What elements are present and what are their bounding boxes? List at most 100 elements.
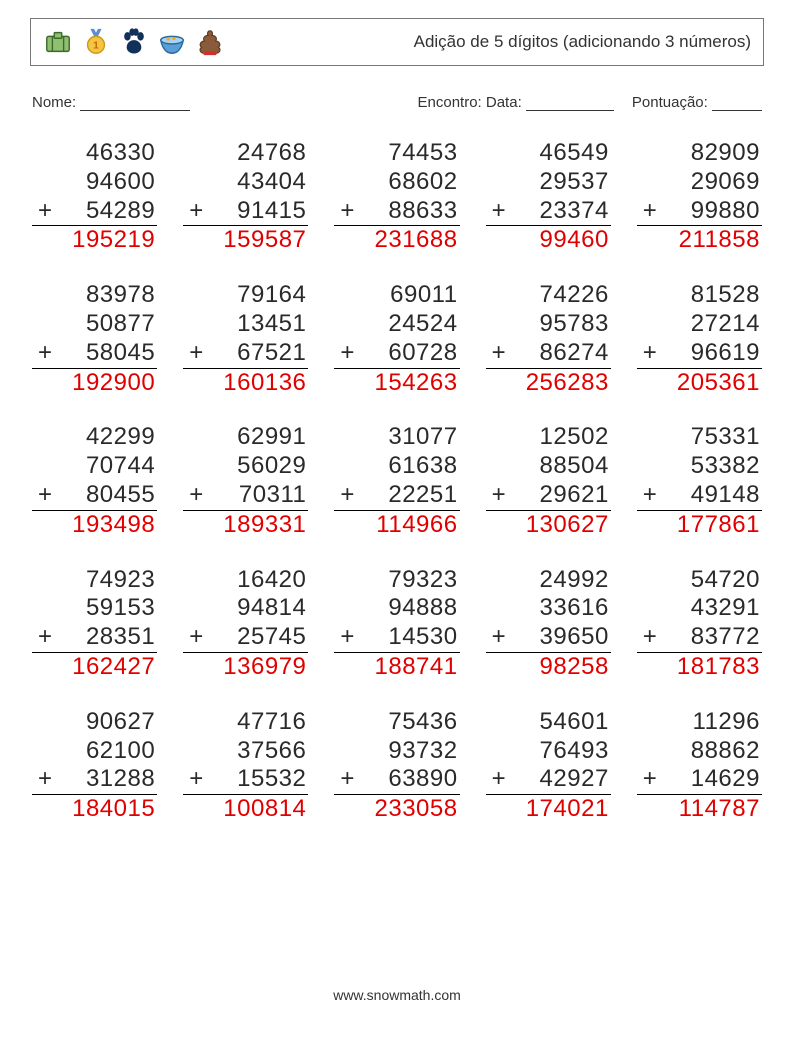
plus-sign: + xyxy=(340,481,355,510)
addend-1: 79164 xyxy=(183,281,308,310)
addend-3: 96619 xyxy=(691,339,760,368)
addend-3: 31288 xyxy=(86,765,155,794)
addend-1: 54720 xyxy=(637,566,762,595)
plus-sign: + xyxy=(643,765,658,794)
addend-3-row: +25745 xyxy=(183,623,308,653)
answer: 100814 xyxy=(183,795,308,824)
addend-1: 69011 xyxy=(334,281,459,310)
problem: 7916413451+67521160136 xyxy=(183,281,308,397)
addend-3-row: +67521 xyxy=(183,339,308,369)
plus-sign: + xyxy=(189,623,204,652)
addend-1: 54601 xyxy=(486,708,611,737)
addend-2: 94814 xyxy=(183,594,308,623)
addend-3: 58045 xyxy=(86,339,155,368)
answer: 174021 xyxy=(486,795,611,824)
addend-3-row: +96619 xyxy=(637,339,762,369)
problem: 7533153382+49148177861 xyxy=(637,423,762,539)
addend-2: 76493 xyxy=(486,737,611,766)
addend-2: 94888 xyxy=(334,594,459,623)
answer: 188741 xyxy=(334,653,459,682)
answer: 193498 xyxy=(32,511,157,540)
score-label: Pontuação: xyxy=(632,94,708,111)
addend-2: 61638 xyxy=(334,452,459,481)
addend-3: 22251 xyxy=(388,481,457,510)
addend-1: 24768 xyxy=(183,139,308,168)
addend-1: 81528 xyxy=(637,281,762,310)
addend-3: 28351 xyxy=(86,623,155,652)
addend-3: 70311 xyxy=(239,481,306,510)
addend-1: 75436 xyxy=(334,708,459,737)
addend-3-row: +39650 xyxy=(486,623,611,653)
answer: 177861 xyxy=(637,511,762,540)
plus-sign: + xyxy=(38,339,53,368)
plus-sign: + xyxy=(643,197,658,226)
addend-3: 60728 xyxy=(388,339,457,368)
problem: 1642094814+25745136979 xyxy=(183,566,308,682)
addend-1: 83978 xyxy=(32,281,157,310)
addend-1: 90627 xyxy=(32,708,157,737)
answer: 114966 xyxy=(334,511,459,540)
addend-3: 88633 xyxy=(388,197,457,226)
encounter-label: Encontro: Data: xyxy=(418,94,522,111)
problem: 9062762100+31288184015 xyxy=(32,708,157,824)
addend-3: 42927 xyxy=(540,765,609,794)
addend-3-row: +49148 xyxy=(637,481,762,511)
addend-2: 27214 xyxy=(637,310,762,339)
addend-1: 47716 xyxy=(183,708,308,737)
addend-2: 50877 xyxy=(32,310,157,339)
encounter-blank xyxy=(526,95,614,111)
addend-3: 29621 xyxy=(540,481,609,510)
answer: 211858 xyxy=(637,226,762,255)
problem: 1250288504+29621130627 xyxy=(486,423,611,539)
plus-sign: + xyxy=(189,197,204,226)
problem: 7422695783+86274256283 xyxy=(486,281,611,397)
answer: 189331 xyxy=(183,511,308,540)
addend-2: 56029 xyxy=(183,452,308,481)
plus-sign: + xyxy=(492,765,507,794)
plus-sign: + xyxy=(643,339,658,368)
meta-row: Nome: Encontro: Data: Pontuação: xyxy=(32,94,762,111)
addend-3-row: +23374 xyxy=(486,197,611,227)
addend-3-row: +91415 xyxy=(183,197,308,227)
addend-2: 29069 xyxy=(637,168,762,197)
plus-sign: + xyxy=(340,623,355,652)
addend-3: 54289 xyxy=(86,197,155,226)
plus-sign: + xyxy=(492,197,507,226)
answer: 154263 xyxy=(334,369,459,398)
addend-1: 74226 xyxy=(486,281,611,310)
plus-sign: + xyxy=(643,623,658,652)
addend-2: 33616 xyxy=(486,594,611,623)
header-box: 1 Adição de 5 dígitos (adicionando 3 núm… xyxy=(30,18,764,66)
addend-2: 24524 xyxy=(334,310,459,339)
answer: 130627 xyxy=(486,511,611,540)
addend-3-row: +63890 xyxy=(334,765,459,795)
footer: www.snowmath.com xyxy=(0,987,794,1003)
problem: 3107761638+22251114966 xyxy=(334,423,459,539)
answer: 256283 xyxy=(486,369,611,398)
footer-text: www.snowmath.com xyxy=(333,987,461,1003)
addend-1: 79323 xyxy=(334,566,459,595)
addend-2: 62100 xyxy=(32,737,157,766)
medal-icon: 1 xyxy=(81,27,111,57)
addend-2: 59153 xyxy=(32,594,157,623)
addend-1: 11296 xyxy=(637,708,762,737)
plus-sign: + xyxy=(38,481,53,510)
addend-3-row: +80455 xyxy=(32,481,157,511)
problem: 7932394888+14530188741 xyxy=(334,566,459,682)
plus-sign: + xyxy=(38,197,53,226)
problem: 7492359153+28351162427 xyxy=(32,566,157,682)
problem: 4633094600+54289195219 xyxy=(32,139,157,255)
plus-sign: + xyxy=(643,481,658,510)
addend-2: 43404 xyxy=(183,168,308,197)
addend-2: 94600 xyxy=(32,168,157,197)
meta-name: Nome: xyxy=(32,94,190,111)
plus-sign: + xyxy=(38,765,53,794)
addend-2: 37566 xyxy=(183,737,308,766)
addend-1: 75331 xyxy=(637,423,762,452)
addend-3-row: +70311 xyxy=(183,481,308,511)
answer: 159587 xyxy=(183,226,308,255)
addend-3: 14629 xyxy=(691,765,760,794)
addend-2: 93732 xyxy=(334,737,459,766)
problem: 8397850877+58045192900 xyxy=(32,281,157,397)
answer: 231688 xyxy=(334,226,459,255)
